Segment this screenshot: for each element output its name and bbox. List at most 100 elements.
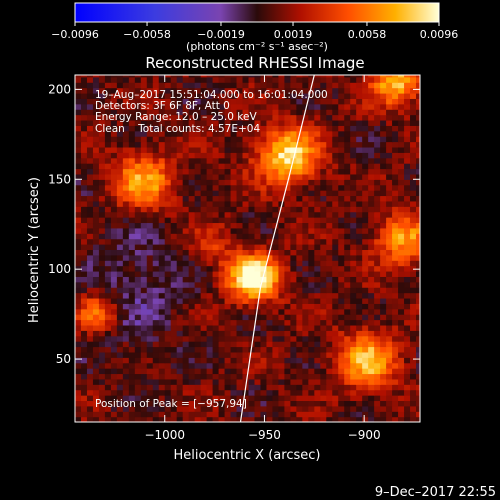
- map-pixel: [176, 152, 184, 159]
- map-pixel: [110, 168, 118, 175]
- map-pixel: [194, 270, 202, 277]
- map-pixel: [404, 341, 411, 348]
- map-pixel: [326, 190, 333, 197]
- map-pixel: [86, 238, 94, 245]
- map-pixel: [392, 195, 399, 202]
- map-pixel: [398, 173, 405, 180]
- map-pixel: [122, 87, 130, 94]
- map-pixel: [164, 249, 172, 256]
- map-pixel: [374, 157, 381, 164]
- map-pixel: [218, 341, 226, 348]
- map-pixel: [134, 260, 142, 267]
- map-pixel: [260, 297, 268, 304]
- map-pixel: [350, 416, 357, 422]
- map-pixel: [302, 222, 309, 229]
- map-pixel: [332, 98, 339, 105]
- map-pixel: [302, 389, 309, 396]
- map-pixel: [254, 260, 262, 267]
- map-pixel: [380, 351, 387, 358]
- map-pixel: [116, 217, 124, 224]
- map-pixel: [140, 389, 148, 396]
- map-pixel: [140, 411, 148, 418]
- map-pixel: [80, 314, 88, 321]
- map-pixel: [380, 362, 387, 369]
- map-pixel: [320, 206, 327, 213]
- map-pixel: [164, 260, 172, 267]
- map-pixel: [362, 314, 369, 321]
- map-pixel: [176, 206, 184, 213]
- map-pixel: [140, 395, 148, 402]
- map-pixel: [104, 76, 112, 83]
- map-pixel: [116, 384, 124, 391]
- map-pixel: [248, 173, 256, 180]
- map-pixel: [230, 265, 238, 272]
- map-pixel: [98, 260, 106, 267]
- map-pixel: [380, 400, 387, 407]
- map-pixel: [146, 297, 154, 304]
- map-pixel: [248, 319, 256, 326]
- map-pixel: [314, 314, 321, 321]
- map-pixel: [254, 141, 262, 148]
- map-pixel: [200, 184, 208, 191]
- map-pixel: [296, 395, 303, 402]
- map-pixel: [416, 190, 420, 197]
- map-pixel: [194, 163, 202, 170]
- map-pixel: [128, 119, 136, 126]
- map-pixel: [164, 76, 172, 83]
- map-pixel: [176, 168, 184, 175]
- map-pixel: [98, 119, 106, 126]
- map-pixel: [242, 168, 250, 175]
- map-pixel: [116, 297, 124, 304]
- map-pixel: [302, 405, 309, 412]
- map-pixel: [236, 314, 244, 321]
- map-pixel: [75, 335, 82, 342]
- map-pixel: [260, 281, 268, 288]
- map-pixel: [140, 314, 148, 321]
- map-pixel: [368, 281, 375, 288]
- map-pixel: [146, 405, 154, 412]
- map-pixel: [416, 206, 420, 213]
- map-pixel: [194, 130, 202, 137]
- map-pixel: [116, 244, 124, 250]
- map-pixel: [254, 416, 262, 422]
- map-pixel: [176, 260, 184, 267]
- map-pixel: [296, 324, 303, 331]
- map-pixel: [152, 184, 160, 191]
- map-pixel: [260, 146, 268, 153]
- map-pixel: [404, 276, 411, 283]
- map-pixel: [188, 249, 196, 256]
- map-pixel: [98, 125, 106, 132]
- map-pixel: [284, 335, 291, 342]
- map-pixel: [176, 276, 184, 283]
- map-pixel: [194, 195, 202, 202]
- map-pixel: [116, 416, 124, 422]
- map-pixel: [230, 157, 238, 164]
- map-pixel: [368, 130, 375, 137]
- map-pixel: [188, 297, 196, 304]
- map-pixel: [308, 297, 315, 304]
- map-pixel: [266, 314, 274, 321]
- map-pixel: [75, 173, 82, 180]
- map-pixel: [75, 287, 82, 294]
- map-pixel: [86, 400, 94, 407]
- map-pixel: [368, 238, 375, 245]
- map-pixel: [272, 238, 280, 245]
- map-pixel: [75, 109, 82, 116]
- map-pixel: [392, 400, 399, 407]
- map-pixel: [380, 303, 387, 310]
- map-pixel: [326, 270, 333, 277]
- map-pixel: [260, 411, 268, 418]
- map-pixel: [200, 303, 208, 310]
- map-pixel: [398, 314, 405, 321]
- map-pixel: [386, 152, 393, 159]
- map-pixel: [176, 103, 184, 110]
- map-pixel: [200, 270, 208, 277]
- map-pixel: [104, 206, 112, 213]
- map-pixel: [206, 276, 214, 283]
- map-pixel: [92, 314, 100, 321]
- map-pixel: [410, 292, 417, 299]
- map-pixel: [230, 75, 238, 78]
- map-pixel: [374, 405, 381, 412]
- map-pixel: [104, 173, 112, 180]
- map-pixel: [344, 378, 351, 385]
